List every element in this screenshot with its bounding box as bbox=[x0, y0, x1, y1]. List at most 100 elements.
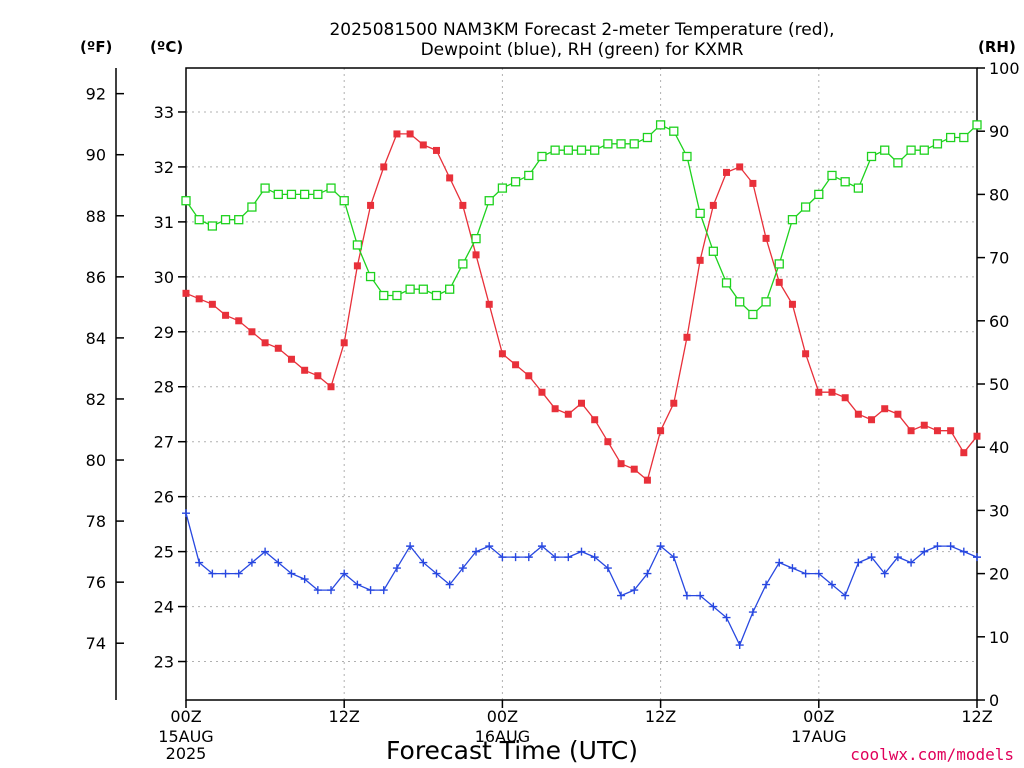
rh-point-24 bbox=[497, 183, 508, 193]
temperature-point-11 bbox=[327, 383, 335, 391]
celsius-tick-label-7: 30 bbox=[154, 268, 174, 287]
dewpoint-point-39 bbox=[696, 591, 705, 600]
rh-point-0 bbox=[181, 196, 191, 206]
dewpoint-point-28 bbox=[551, 553, 560, 562]
rh-point-25 bbox=[510, 177, 521, 187]
temperature-series bbox=[182, 130, 981, 484]
dewpoint-point-45 bbox=[775, 558, 784, 567]
dewpoint-point-1 bbox=[195, 558, 204, 567]
rh-point-13 bbox=[352, 240, 363, 250]
rh-point-34 bbox=[629, 139, 639, 149]
rh-point-3 bbox=[220, 215, 231, 225]
rh-point-43 bbox=[748, 309, 758, 320]
rh-point-7 bbox=[273, 189, 283, 200]
dewpoint-point-30 bbox=[577, 547, 586, 556]
rh-tick-label-9: 90 bbox=[989, 122, 1009, 141]
axis-ticks: 23 24 25 26 27 28 29 30 31 32 33 74 76 78 80 82 84 86 88 90… bbox=[86, 59, 1020, 763]
dewpoint-point-14 bbox=[366, 586, 375, 595]
celsius-tick-label-10: 33 bbox=[154, 103, 174, 122]
grid-lines bbox=[186, 68, 977, 700]
fahrenheit-tick-label-3: 80 bbox=[86, 451, 106, 470]
dewpoint-point-19 bbox=[432, 569, 441, 578]
rh-point-50 bbox=[840, 177, 850, 187]
rh-tick-label-10: 100 bbox=[989, 59, 1020, 78]
dewpoint-point-43 bbox=[748, 608, 757, 617]
temperature-point-5 bbox=[248, 328, 256, 336]
dewpoint-point-40 bbox=[709, 602, 718, 611]
rh-point-52 bbox=[866, 151, 877, 162]
temperature-point-7 bbox=[274, 344, 282, 352]
temperature-point-48 bbox=[815, 388, 823, 396]
dewpoint-point-34 bbox=[630, 586, 639, 595]
rh-point-55 bbox=[906, 145, 916, 155]
temperature-point-13 bbox=[353, 262, 361, 270]
fahrenheit-unit-label: (ºF) bbox=[80, 38, 112, 56]
temperature-point-50 bbox=[841, 394, 849, 402]
dewpoint-point-11 bbox=[327, 586, 336, 595]
rh-point-41 bbox=[721, 278, 732, 288]
dewpoint-point-26 bbox=[524, 553, 533, 562]
temperature-point-21 bbox=[459, 201, 467, 209]
credit-label: coolwx.com/models bbox=[850, 745, 1014, 764]
temperature-point-17 bbox=[406, 130, 414, 138]
rh-point-56 bbox=[919, 145, 929, 155]
temperature-point-31 bbox=[591, 416, 599, 424]
x-axis-label: Forecast Time (UTC) bbox=[386, 736, 638, 765]
temperature-point-28 bbox=[551, 405, 559, 413]
temperature-point-59 bbox=[960, 449, 968, 457]
dewpoint-point-16 bbox=[392, 564, 401, 573]
rh-point-23 bbox=[484, 196, 494, 206]
rh-point-39 bbox=[695, 208, 705, 219]
dewpoint-point-0 bbox=[182, 509, 190, 518]
rh-point-48 bbox=[814, 189, 824, 200]
temperature-point-43 bbox=[749, 179, 757, 187]
dewpoint-point-47 bbox=[801, 569, 810, 578]
dewpoint-point-29 bbox=[564, 553, 573, 562]
temperature-point-12 bbox=[340, 339, 348, 347]
rh-point-53 bbox=[880, 145, 890, 155]
celsius-tick-label-5: 28 bbox=[154, 378, 174, 397]
temperature-point-60 bbox=[973, 432, 981, 440]
rh-tick-label-7: 70 bbox=[989, 249, 1009, 268]
dewpoint-point-37 bbox=[669, 553, 678, 562]
rh-tick-label-3: 30 bbox=[989, 501, 1009, 520]
rh-point-14 bbox=[365, 271, 376, 282]
celsius-tick-label-1: 24 bbox=[154, 598, 174, 617]
dewpoint-point-15 bbox=[379, 586, 388, 595]
dewpoint-point-12 bbox=[340, 569, 349, 578]
rh-series bbox=[181, 120, 982, 320]
rh-point-26 bbox=[524, 170, 534, 181]
temperature-point-20 bbox=[446, 174, 454, 182]
dewpoint-point-41 bbox=[722, 613, 731, 622]
rh-tick-label-6: 60 bbox=[989, 312, 1009, 331]
temperature-point-19 bbox=[432, 146, 440, 154]
rh-point-27 bbox=[537, 151, 547, 162]
temperature-point-41 bbox=[723, 168, 731, 176]
temperature-point-18 bbox=[419, 141, 427, 149]
temperature-point-42 bbox=[736, 163, 744, 171]
dewpoint-point-13 bbox=[353, 580, 362, 589]
temperature-point-37 bbox=[670, 399, 678, 407]
temperature-point-32 bbox=[604, 438, 612, 446]
rh-point-29 bbox=[563, 145, 573, 155]
rh-point-22 bbox=[471, 233, 481, 244]
dewpoint-point-27 bbox=[537, 542, 546, 551]
rh-point-8 bbox=[286, 189, 297, 200]
dewpoint-point-50 bbox=[841, 591, 850, 600]
celsius-unit-label: (ºC) bbox=[150, 38, 183, 56]
fahrenheit-tick-label-2: 78 bbox=[86, 512, 106, 531]
dewpoint-point-6 bbox=[261, 547, 270, 556]
dewpoint-series bbox=[182, 509, 981, 650]
temperature-point-2 bbox=[208, 300, 216, 308]
rh-tick-label-4: 40 bbox=[989, 438, 1009, 457]
temperature-point-56 bbox=[920, 421, 928, 429]
rh-point-47 bbox=[800, 202, 811, 212]
rh-point-17 bbox=[405, 284, 415, 294]
dewpoint-point-25 bbox=[511, 553, 520, 562]
rh-point-20 bbox=[445, 284, 455, 294]
rh-point-60 bbox=[972, 120, 982, 130]
rh-tick-label-1: 10 bbox=[989, 628, 1009, 647]
rh-point-58 bbox=[945, 132, 956, 143]
temperature-point-44 bbox=[762, 234, 770, 242]
